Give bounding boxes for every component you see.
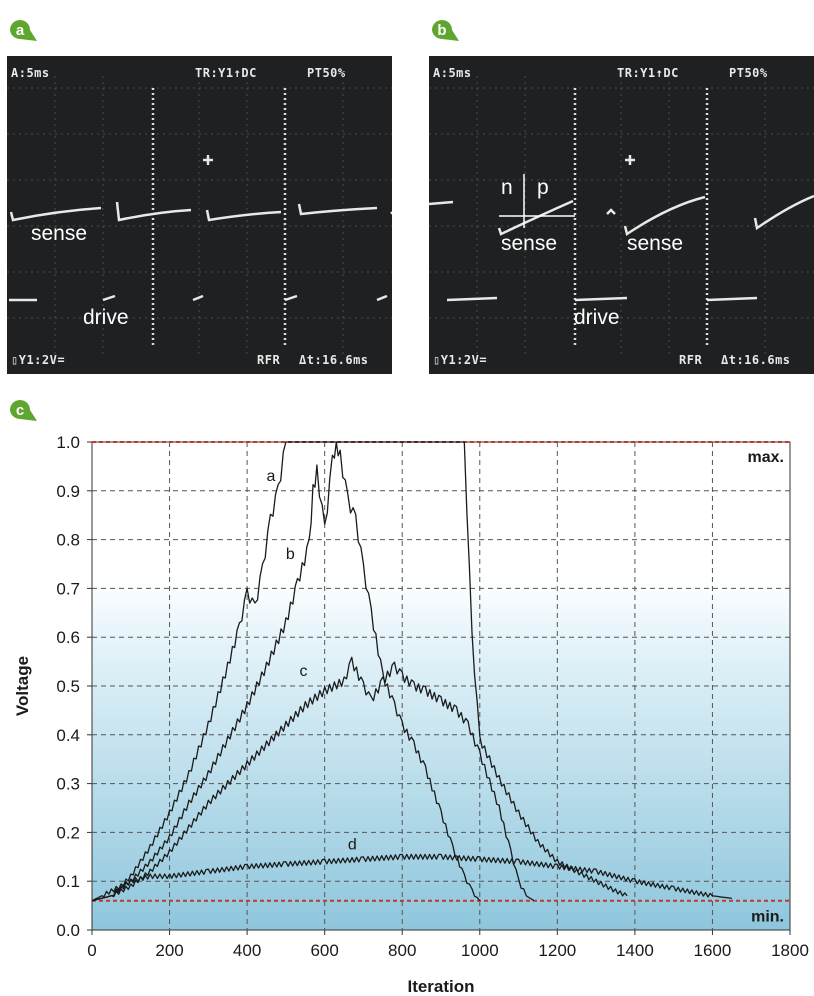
oscilloscope-panel-a: A:5ms TR:Y1↑DC PT50% ▯Y1:2V= RFR Δt:16.6… <box>7 56 392 374</box>
panel-a-badge-label: a <box>16 22 25 39</box>
panel-c-badge: c <box>8 398 38 422</box>
scope-a-delta: Δt:16.6ms <box>299 353 369 367</box>
y-tick-label: 0.3 <box>56 775 80 794</box>
y-tick-label: 0.9 <box>56 482 80 501</box>
series-label-d: d <box>348 836 357 853</box>
panel-b-badge-label: b <box>437 22 446 39</box>
scope-a-graphics <box>7 76 392 356</box>
min-limit-label: min. <box>751 909 784 926</box>
y-tick-label: 0.5 <box>56 677 80 696</box>
scope-b-n-label: n <box>501 176 513 199</box>
panel-c-badge-label: c <box>16 402 24 419</box>
plot-area <box>91 441 791 931</box>
scope-b-drive-label: drive <box>574 306 620 329</box>
series-label-b: b <box>286 546 295 563</box>
voltage-iteration-chart: max. min. 0 200 400 600 800 1000 1200 1400 1600 18… <box>13 433 809 996</box>
x-axis-label: Iteration <box>407 977 474 996</box>
scope-b-p-label: p <box>537 176 549 199</box>
y-tick-label: 0.4 <box>56 726 80 745</box>
series-label-a: a <box>267 468 276 485</box>
series-label-c: c <box>299 663 307 680</box>
x-tick-label: 200 <box>155 941 183 960</box>
scope-a-channel: ▯Y1:2V= <box>11 353 66 367</box>
scope-a-mode: RFR <box>257 353 281 367</box>
scope-b-sense-label-1: sense <box>501 232 558 255</box>
series-line-d <box>91 853 732 902</box>
scope-a-pretrigger: PT50% <box>307 66 346 80</box>
x-tick-label: 800 <box>388 941 416 960</box>
x-tick-label: 600 <box>310 941 338 960</box>
oscilloscope-panel-b: A:5ms TR:Y1↑DC PT50% ▯Y1:2V= RFR Δt:16.6… <box>429 56 814 374</box>
scope-b-timebase: A:5ms <box>433 66 472 80</box>
y-tick-label: 0.0 <box>56 921 80 940</box>
series-line-a <box>91 441 628 902</box>
x-tick-label: 1400 <box>616 941 654 960</box>
x-tick-label: 1600 <box>694 941 732 960</box>
x-tick-label: 1800 <box>771 941 809 960</box>
scope-a-timebase: A:5ms <box>11 66 50 80</box>
scope-b-trigger: TR:Y1↑DC <box>617 66 679 80</box>
y-tick-label: 0.6 <box>56 628 80 647</box>
y-tick-label: 0.7 <box>56 579 80 598</box>
y-tick-label: 0.8 <box>56 531 80 550</box>
x-tick-label: 0 <box>87 941 96 960</box>
y-tick-label: 0.2 <box>56 823 80 842</box>
scope-b-graphics <box>429 76 814 356</box>
y-tick-label: 1.0 <box>56 433 80 452</box>
scope-b-pretrigger: PT50% <box>729 66 768 80</box>
x-tick-label: 400 <box>233 941 261 960</box>
series-line-b <box>91 441 481 902</box>
scope-a-trigger: TR:Y1↑DC <box>195 66 257 80</box>
panel-b-badge: b <box>430 18 460 42</box>
scope-b-mode: RFR <box>679 353 703 367</box>
scope-a-drive-label: drive <box>83 306 129 329</box>
scope-b-channel: ▯Y1:2V= <box>433 353 488 367</box>
scope-b-sense-label-2: sense <box>627 232 684 255</box>
x-tick-label: 1200 <box>538 941 576 960</box>
series-line-c <box>91 656 535 902</box>
y-axis-label: Voltage <box>13 656 32 716</box>
panel-a-badge: a <box>8 18 38 42</box>
x-tick-label: 1000 <box>461 941 499 960</box>
max-limit-label: max. <box>748 449 784 466</box>
scope-b-delta: Δt:16.6ms <box>721 353 791 367</box>
y-tick-label: 0.1 <box>56 872 80 891</box>
scope-a-sense-label: sense <box>31 222 88 245</box>
